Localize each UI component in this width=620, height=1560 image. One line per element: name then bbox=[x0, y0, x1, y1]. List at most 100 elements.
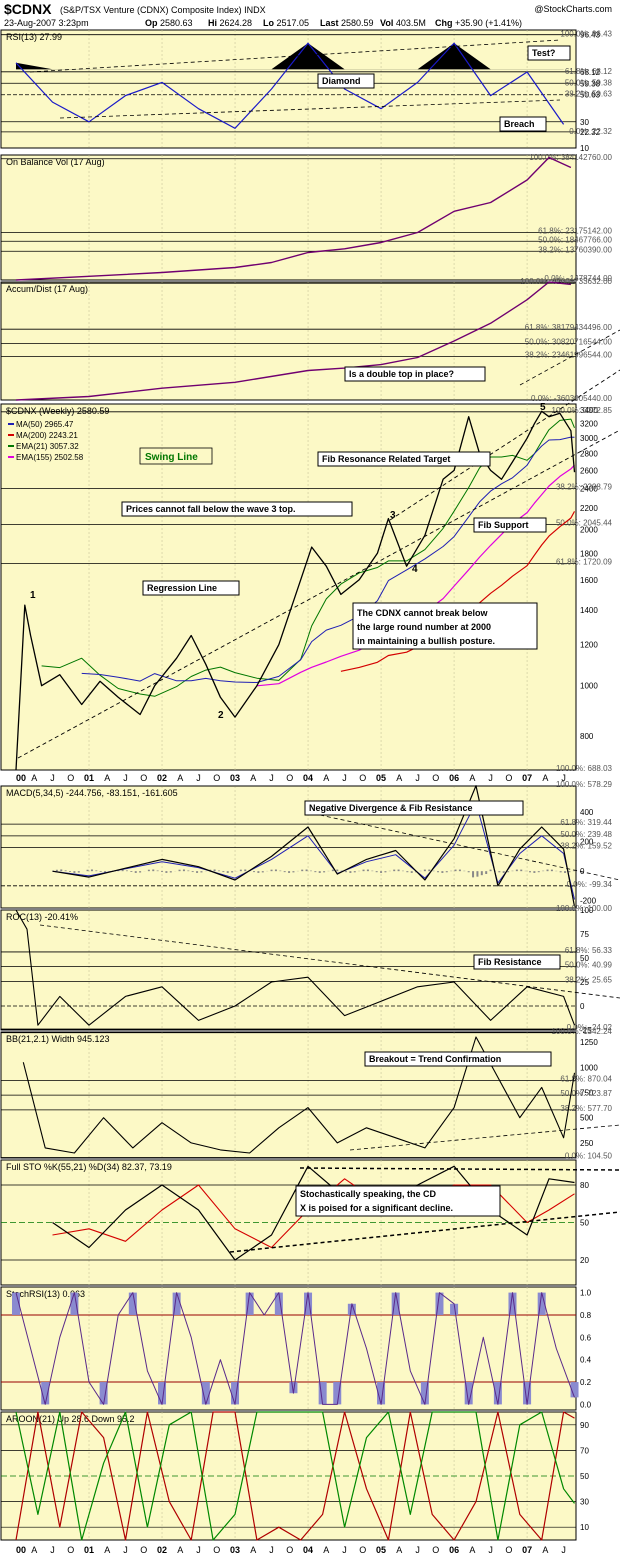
x-tick-label: A bbox=[177, 773, 183, 783]
y-tick-label: 0.6 bbox=[580, 1333, 592, 1342]
x-tick-label: A bbox=[323, 773, 329, 783]
oversold-fill bbox=[333, 1382, 342, 1405]
resistance-line bbox=[299, 1167, 620, 1171]
oversold-fill bbox=[377, 1382, 386, 1405]
x-axis-bottom: 00 A J O 01 A J O 02 A J O 03 A J O 04 A J O 05 A J O 06 A J O 07 A J bbox=[16, 1545, 566, 1555]
fib-level-label: 0.0%: -99.34 bbox=[567, 880, 613, 889]
fib-level-label: 38.2%: 159.52 bbox=[560, 842, 612, 851]
fib-level-label: 0.0%: -3603005440.00 bbox=[531, 394, 613, 403]
panel-rsi: RSI(13) 27.99 96.43 68.12 59.38 50.63 3022.32… bbox=[0, 29, 613, 153]
x-tick-label: O bbox=[286, 1545, 293, 1555]
x-tick-label: J bbox=[342, 1545, 347, 1555]
annotation-box bbox=[364, 1051, 552, 1067]
annotation-text: Fib Resistance bbox=[478, 957, 542, 967]
fib-level-label: 100.0%: 1342.24 bbox=[552, 1027, 613, 1036]
overbought-fill bbox=[172, 1292, 181, 1315]
x-tick-label: J bbox=[196, 773, 201, 783]
annotation-text: Regression Line bbox=[147, 583, 217, 593]
x-tick-label: O bbox=[213, 773, 220, 783]
x-tick-label: A bbox=[31, 773, 37, 783]
panel-full_sto: Full STO %K(55,21) %D(34) 82.37, 73.19 80… bbox=[0, 1159, 620, 1286]
price-line bbox=[15, 410, 576, 771]
y-tick-label: 50 bbox=[580, 1472, 589, 1481]
panel-title: ROC(13) -20.41% bbox=[6, 912, 78, 922]
x-tick-label: J bbox=[196, 1545, 201, 1555]
x-tick-label: 00 bbox=[16, 1545, 26, 1555]
fib-level-label: 61.8%: 870.04 bbox=[560, 1074, 612, 1083]
x-tick-label: 07 bbox=[522, 773, 532, 783]
y-tick-label: 0.0 bbox=[580, 1400, 592, 1409]
x-tick-label: A bbox=[469, 773, 475, 783]
y-tick-label: 1000 bbox=[580, 1063, 598, 1072]
legend-label: MA(200) 2243.21 bbox=[16, 431, 78, 440]
annotation-text: Fib Support bbox=[478, 520, 529, 530]
x-tick-label: 00 bbox=[16, 773, 26, 783]
y-tick-label: 1800 bbox=[580, 549, 598, 558]
panel-title: $CDNX (Weekly) 2580.59 bbox=[6, 406, 109, 416]
oversold-fill bbox=[464, 1382, 473, 1405]
roc-line bbox=[15, 909, 576, 1026]
y-tick-label: 2200 bbox=[580, 504, 598, 513]
panel-title: Full STO %K(55,21) %D(34) 82.37, 73.19 bbox=[6, 1162, 172, 1172]
y-tick-label: 80 bbox=[580, 1181, 589, 1190]
x-tick-label: A bbox=[104, 773, 110, 783]
panel-obv: On Balance Vol (17 Aug) 100.0%: 384142760… bbox=[0, 153, 613, 283]
header-stat: Lo 2517.05 bbox=[263, 18, 309, 28]
x-tick-label: J bbox=[488, 773, 493, 783]
panel-title: Accum/Dist (17 Aug) bbox=[6, 284, 88, 294]
header-stat-label: Hi bbox=[208, 18, 217, 28]
x-tick-label: J bbox=[50, 773, 55, 783]
aroon-down-line bbox=[15, 1411, 575, 1541]
annotation-text: Stochastically speaking, the CD bbox=[300, 1189, 437, 1199]
oversold-fill bbox=[201, 1382, 210, 1405]
header-stat-label: Lo bbox=[263, 18, 274, 28]
annotation-text: the large round number at 2000 bbox=[357, 622, 491, 632]
y-tick-label: 0.4 bbox=[580, 1356, 592, 1365]
x-tick-label: O bbox=[140, 773, 147, 783]
annotation-box bbox=[473, 954, 561, 970]
x-tick-label: J bbox=[488, 1545, 493, 1555]
y-tick-label: 75 bbox=[580, 930, 589, 939]
x-tick-label: 02 bbox=[157, 773, 167, 783]
y-tick-label: 30 bbox=[580, 118, 589, 127]
obv-line bbox=[15, 156, 572, 281]
annotation-text: Is a double top in place? bbox=[349, 369, 454, 379]
macd-line bbox=[52, 785, 576, 907]
panel-roc-background bbox=[0, 909, 577, 1031]
fib-level-label: 100.0%: 384142760.00 bbox=[529, 153, 612, 162]
annotation-box bbox=[344, 366, 486, 382]
wave-label: 4 bbox=[412, 564, 418, 575]
annotation-text: Prices cannot fall below the wave 3 top. bbox=[126, 504, 296, 514]
x-tick-label: O bbox=[67, 1545, 74, 1555]
y-tick-label: 25 bbox=[580, 978, 589, 987]
x-tick-label: A bbox=[250, 1545, 256, 1555]
x-tick-label: A bbox=[542, 1545, 548, 1555]
y-tick-label: 800 bbox=[580, 732, 594, 741]
overbought-fill bbox=[391, 1292, 400, 1315]
oversold-fill bbox=[318, 1382, 327, 1405]
y-tick-label: 70 bbox=[580, 1446, 589, 1455]
header-stat-value: 2517.05 bbox=[274, 18, 309, 28]
annotation-text: The CDNX cannot break below bbox=[357, 608, 489, 618]
symbol-title: $CDNX bbox=[4, 1, 52, 17]
bb-width-line bbox=[22, 1036, 576, 1154]
ma200-line bbox=[340, 511, 576, 672]
trend-line bbox=[349, 1124, 620, 1151]
y-tick-label: 2800 bbox=[580, 450, 598, 459]
fib-level-label: 50.0%: 59.38 bbox=[565, 78, 613, 87]
y-tick-label: 2600 bbox=[580, 466, 598, 475]
annotation-box bbox=[121, 501, 353, 517]
overbought-fill bbox=[304, 1292, 313, 1315]
legend-label: EMA(155) 2502.58 bbox=[16, 453, 84, 462]
oversold-fill bbox=[231, 1382, 240, 1405]
x-tick-label: 05 bbox=[376, 1545, 386, 1555]
y-tick-label: 20 bbox=[580, 1256, 589, 1265]
x-tick-label: 01 bbox=[84, 773, 94, 783]
annotation-text: Fib Resonance Related Target bbox=[322, 454, 450, 464]
y-tick-label: 10 bbox=[580, 144, 589, 153]
x-tick-label: J bbox=[50, 1545, 55, 1555]
y-tick-label: 3000 bbox=[580, 434, 598, 443]
y-tick-label: 0 bbox=[580, 1002, 585, 1011]
x-tick-label: 03 bbox=[230, 1545, 240, 1555]
